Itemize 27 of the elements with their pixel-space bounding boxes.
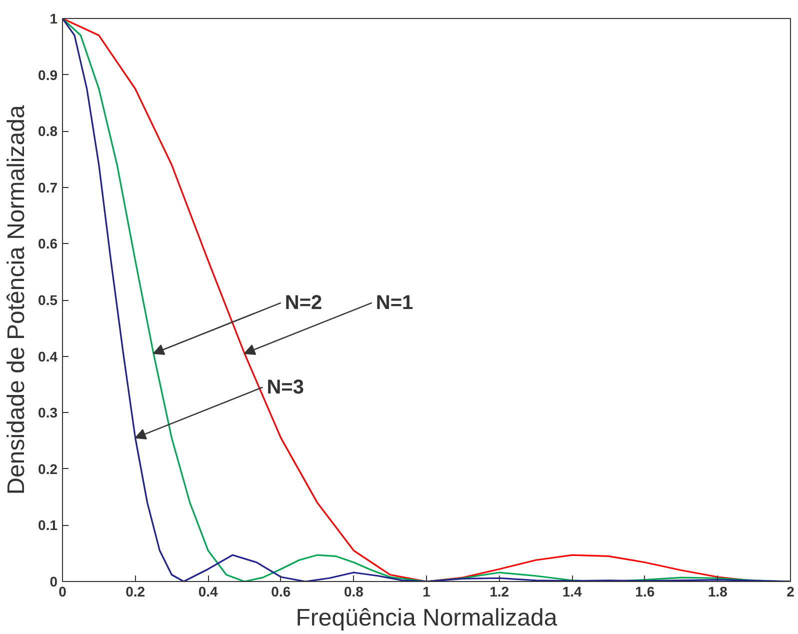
x-tick-label: 1.2	[490, 584, 510, 600]
line-series	[62, 18, 790, 582]
y-tick-label: 0	[50, 574, 58, 590]
y-tick-label: 0.3	[38, 404, 58, 421]
x-tick-label: 1.8	[708, 584, 728, 600]
y-tick-label: 0.5	[38, 292, 58, 308]
x-tick-label: 2	[786, 584, 795, 600]
y-tick-label: 0.7	[38, 179, 58, 196]
x-tick-label: 0.6	[271, 584, 291, 600]
y-tick-label: 0.9	[38, 66, 58, 83]
y-tick-label: 1	[50, 10, 58, 26]
x-tick-label: 0.8	[344, 584, 364, 600]
x-tick-label: 1	[422, 584, 431, 600]
x-tick-label: 0.2	[126, 584, 146, 600]
x-tick-label: 0.4	[198, 584, 218, 600]
x-tick-label: 1.6	[635, 584, 655, 600]
y-tick-label: 0.4	[38, 348, 58, 364]
annotation: N=2	[284, 292, 322, 314]
x-axis-title: Freqüência Normalizada	[296, 604, 558, 632]
y-tick-label: 0.8	[38, 123, 58, 140]
y-axis-title: Densidade de Potência Normalizada	[3, 104, 30, 495]
y-tick-label: 0.1	[38, 517, 58, 534]
annotation: N=3	[266, 376, 304, 398]
annotation: N=1	[376, 292, 414, 314]
y-tick-label: 0.2	[38, 460, 58, 477]
y-tick-label: 0.6	[38, 236, 58, 252]
x-tick-label: 1.4	[562, 584, 582, 600]
